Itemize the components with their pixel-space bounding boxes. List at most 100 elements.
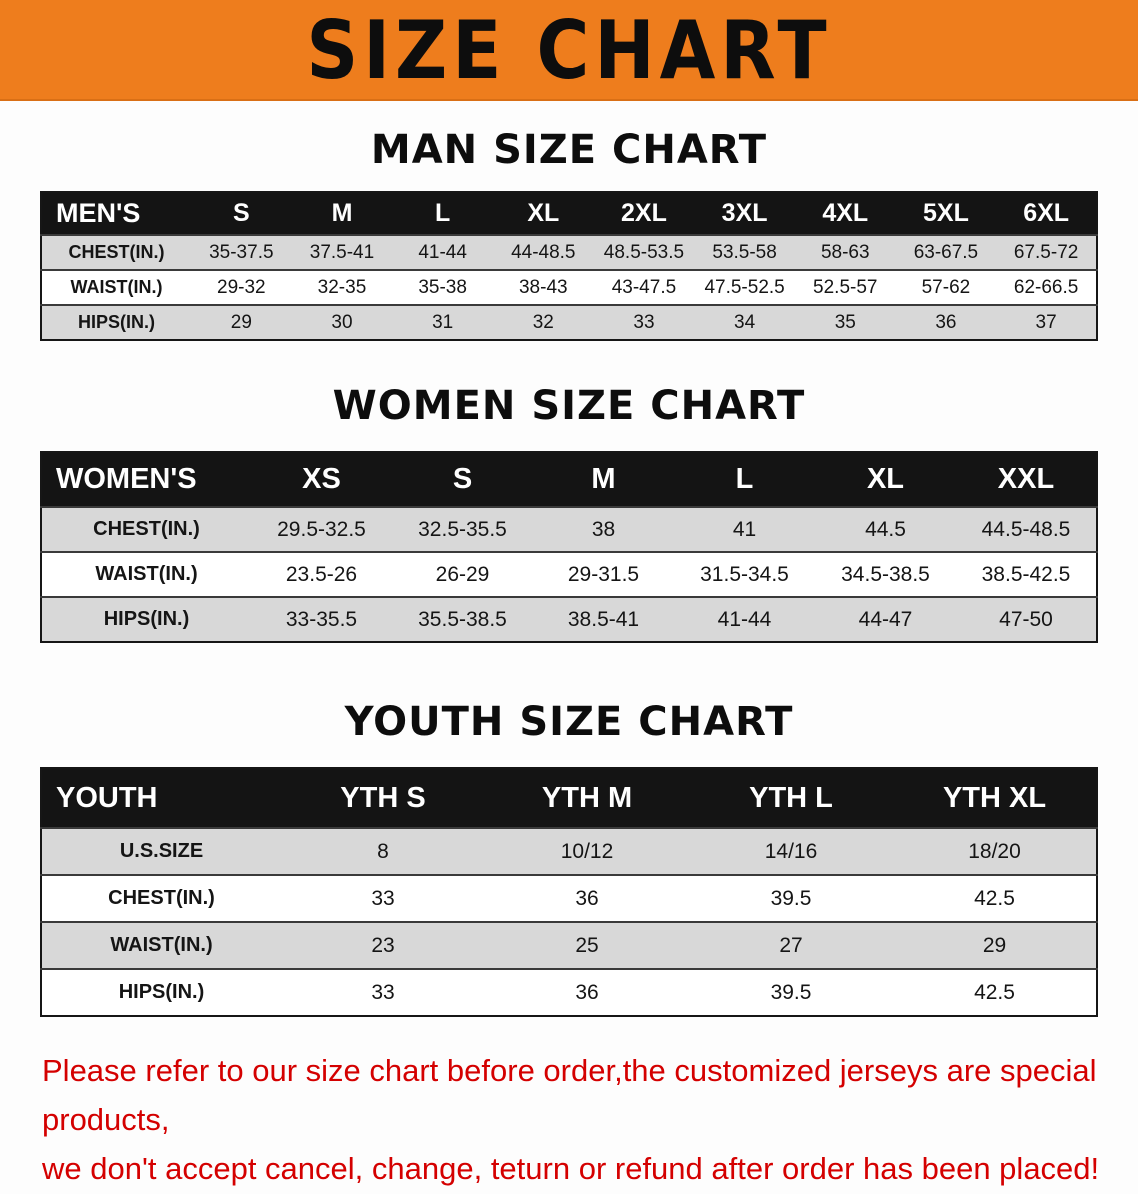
size-value-cell: 48.5-53.5 [603,241,685,263]
size-value-cell: 41-44 [717,607,772,631]
disclaimer-line-1: Please refer to our size chart before or… [42,1053,1097,1137]
size-column-header: XL [492,192,594,235]
disclaimer-line-2: we don't accept cancel, change, teturn o… [42,1150,1100,1186]
youth-section: YOUTH SIZE CHART YOUTH YTH S YTH M YTH L YTH… [0,699,1138,1017]
table-row: WAIST(IN.) 23.5-26 26-29 29-31.5 31.5-34.5 34… [41,552,1097,597]
table-row: CHEST(IN.) 29.5-32.5 32.5-35.5 38 41 44.5 44.5… [41,507,1097,552]
size-column-header: 6XL [996,192,1097,235]
size-value-cell: 31 [432,311,454,333]
table-corner-label: WOMEN'S [41,452,251,507]
size-value-cell: 62-66.5 [1013,276,1079,298]
size-value-cell: 57-62 [921,276,971,298]
size-value-cell: 43-47.5 [611,276,677,298]
size-value-cell: 44.5-48.5 [981,517,1071,541]
table-row: WAIST(IN.) 23 25 27 29 [41,922,1097,969]
youth-section-heading: YOUTH SIZE CHART [344,699,794,745]
row-label: HIPS(IN.) [118,981,205,1003]
table-row: U.S.SIZE 8 10/12 14/16 18/20 [41,828,1097,875]
table-header-row: MEN'S S M L XL 2XL 3XL 4XL 5XL 6XL [41,192,1097,235]
size-value-cell: 37 [1035,311,1057,333]
table-row: WAIST(IN.) 29-32 32-35 35-38 38-43 43-47.5 47.… [41,270,1097,305]
size-value-cell: 38 [591,517,616,541]
row-label: CHEST(IN.) [93,518,200,540]
size-value-cell: 44-47 [858,607,913,631]
row-label: U.S.SIZE [119,840,204,862]
size-value-cell: 39.5 [770,980,812,1004]
table-row: HIPS(IN.) 33 36 39.5 42.5 [41,969,1097,1016]
row-label: CHEST(IN.) [108,887,215,909]
size-column-header: YTH S [281,768,485,828]
size-value-cell: 23.5-26 [285,562,358,586]
size-value-cell: 14/16 [764,839,818,863]
size-value-cell: 36 [575,886,599,910]
size-value-cell: 29.5-32.5 [277,517,366,541]
size-value-cell: 34.5-38.5 [841,562,930,586]
size-value-cell: 29-31.5 [567,562,640,586]
women-section: WOMEN SIZE CHART WOMEN'S XS S M L XL XXL CHEST(… [0,383,1138,643]
size-value-cell: 33 [371,886,395,910]
table-row: CHEST(IN.) 33 36 39.5 42.5 [41,875,1097,922]
size-value-cell: 41 [732,517,757,541]
size-column-header: 2XL [593,192,695,235]
size-value-cell: 29 [982,933,1007,957]
size-value-cell: 32-35 [317,276,367,298]
size-value-cell: 63-67.5 [913,241,979,263]
men-size-table: MEN'S S M L XL 2XL 3XL 4XL 5XL 6XL CHEST(IN.) 35-37… [40,191,1098,341]
size-column-header: 5XL [895,192,997,235]
size-value-cell: 34 [734,311,756,333]
row-label: WAIST(IN.) [110,934,213,956]
size-column-header: XS [251,452,392,507]
size-value-cell: 33 [633,311,655,333]
size-column-header: XXL [956,452,1097,507]
row-label: WAIST(IN.) [95,563,198,585]
disclaimer: Please refer to our size chart before or… [42,1047,1138,1194]
size-column-header: YTH M [485,768,689,828]
size-value-cell: 39.5 [770,886,812,910]
table-row: CHEST(IN.) 35-37.5 37.5-41 41-44 44-48.5 48.5… [41,235,1097,270]
size-column-header: 4XL [794,192,896,235]
size-value-cell: 29 [230,311,252,333]
page-title: SIZE CHART [306,2,832,97]
size-column-header: S [392,452,533,507]
size-value-cell: 44-48.5 [511,241,576,263]
size-value-cell: 67.5-72 [1013,241,1079,263]
size-value-cell: 42.5 [974,886,1015,910]
size-value-cell: 10/12 [560,839,614,863]
size-value-cell: 52.5-57 [813,276,878,298]
size-value-cell: 8 [377,839,389,863]
row-label: HIPS(IN.) [103,608,190,630]
row-label: CHEST(IN.) [68,242,165,262]
size-value-cell: 44.5 [865,517,906,541]
size-value-cell: 29-32 [217,276,266,298]
table-corner-label: YOUTH [41,768,281,828]
size-column-header: 3XL [694,192,795,235]
size-value-cell: 36 [575,980,599,1004]
size-value-cell: 32 [532,311,554,333]
size-column-header: S [191,192,292,235]
size-value-cell: 36 [935,311,957,333]
size-value-cell: 26-29 [435,562,490,586]
size-value-cell: 33 [371,980,395,1004]
size-value-cell: 47.5-52.5 [704,276,785,298]
size-value-cell: 35.5-38.5 [418,607,507,631]
size-value-cell: 38.5-42.5 [981,562,1071,586]
table-header-row: YOUTH YTH S YTH M YTH L YTH XL [41,768,1097,828]
size-column-header: YTH XL [893,768,1097,828]
size-value-cell: 38.5-41 [567,607,640,631]
size-value-cell: 18/20 [968,839,1021,863]
size-value-cell: 30 [331,311,353,333]
size-column-header: L [674,452,815,507]
size-value-cell: 23 [371,933,395,957]
size-value-cell: 35-38 [418,276,467,298]
size-column-header: M [291,192,393,235]
size-value-cell: 53.5-58 [712,241,777,263]
men-section-heading: MAN SIZE CHART [370,127,768,173]
table-row: HIPS(IN.) 33-35.5 35.5-38.5 38.5-41 41-44 44-… [41,597,1097,642]
women-section-heading: WOMEN SIZE CHART [332,383,806,429]
row-label: HIPS(IN.) [77,312,155,332]
size-value-cell: 27 [779,933,803,957]
men-section: MAN SIZE CHART MEN'S S M L XL 2XL 3XL 4XL 5XL 6XL… [0,127,1138,341]
size-value-cell: 42.5 [974,980,1015,1004]
size-column-header: L [392,192,493,235]
table-row: HIPS(IN.) 29 30 31 32 33 34 35 36 37 [41,305,1097,340]
